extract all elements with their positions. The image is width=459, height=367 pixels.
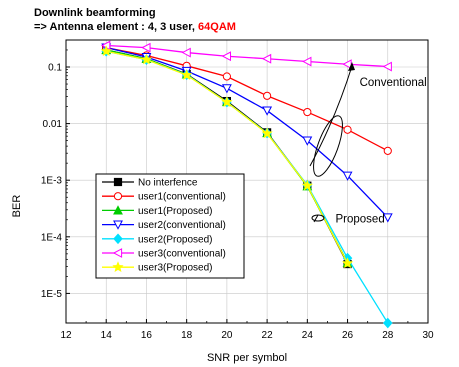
legend-label: user1(Proposed) <box>138 206 212 217</box>
y-axis-label: BER <box>11 195 23 218</box>
data-point <box>141 42 151 53</box>
data-point <box>140 53 153 65</box>
x-tick-label: 18 <box>181 330 193 341</box>
x-tick-label: 22 <box>262 330 274 341</box>
data-point <box>181 47 191 58</box>
annotations: Conventional Proposed <box>309 62 427 225</box>
series-line <box>106 46 389 152</box>
conventional-ellipse <box>313 115 343 177</box>
x-tick-label: 14 <box>101 330 113 341</box>
series-line <box>106 44 388 68</box>
x-tick-label: 28 <box>382 330 394 341</box>
x-tick-label: 30 <box>422 330 434 341</box>
data-point <box>261 53 272 64</box>
data-point <box>221 51 231 62</box>
data-point <box>113 192 123 201</box>
data-point <box>303 107 312 117</box>
x-tick-label: 16 <box>141 330 153 341</box>
legend-item: user2(Proposed) <box>102 233 212 245</box>
series-6 <box>100 45 354 269</box>
data-point <box>113 177 123 187</box>
legend: No interfence user1(conventional) user1(Pr… <box>95 173 245 279</box>
legend-label: user3(Proposed) <box>138 263 212 274</box>
proposed-mark <box>313 214 319 223</box>
axes: 12 14 16 18 20 22 24 26 28 30 0.1 0.01 1E-3 1E-4 1E-5 <box>41 39 434 341</box>
legend-item: No interfence <box>102 178 198 189</box>
x-tick-label: 12 <box>60 330 72 341</box>
legend-label: user2(Proposed) <box>138 234 212 245</box>
legend-item: user1(conventional) <box>102 192 226 203</box>
data-point <box>302 136 313 146</box>
x-tick-label: 24 <box>302 330 314 341</box>
legend-label: user1(conventional) <box>138 192 226 203</box>
y-tick-label: 0.01 <box>43 119 63 130</box>
legend-label: user2(conventional) <box>138 220 226 231</box>
x-tick-label: 20 <box>221 330 233 341</box>
data-point <box>343 125 352 134</box>
series-5 <box>101 40 392 72</box>
data-point <box>383 317 393 329</box>
annotation-proposed: Proposed <box>335 213 384 225</box>
y-tick-label: 0.1 <box>48 63 62 74</box>
legend-item: user2(conventional) <box>102 220 226 231</box>
data-point <box>222 72 231 81</box>
x-tick-label: 26 <box>342 330 354 341</box>
data-point <box>112 261 124 272</box>
y-tick-label: 1E-5 <box>41 289 63 300</box>
x-axis-label: SNR per symbol <box>207 352 287 364</box>
data-point <box>221 84 232 94</box>
y-tick-label: 1E-3 <box>41 176 63 187</box>
y-tick-label: 1E-4 <box>41 232 63 243</box>
conventional-arrow-head <box>348 62 355 71</box>
data-point <box>261 127 273 139</box>
legend-item: user3(Proposed) <box>102 261 212 274</box>
legend-box <box>95 173 245 279</box>
chart-title-highlight: 64QAM <box>198 21 236 33</box>
data-point <box>302 56 312 67</box>
series-line <box>106 46 389 218</box>
data-point <box>113 233 123 245</box>
data-point <box>382 61 392 72</box>
chart-title-line2-prefix: => Antenna element : 4, 3 user, <box>34 21 198 33</box>
data-point <box>341 257 354 269</box>
data-point <box>221 96 233 107</box>
legend-item: user3(conventional) <box>102 248 226 260</box>
annotation-conventional: Conventional <box>360 77 427 89</box>
data-point <box>113 220 123 230</box>
data-point <box>100 45 112 57</box>
plot-frame <box>65 39 429 324</box>
data-point <box>382 213 393 223</box>
data-point <box>181 69 193 80</box>
series-group <box>100 40 393 329</box>
chart-title-line2: => Antenna element : 4, 3 user, 64QAM <box>34 21 236 33</box>
data-point <box>112 248 123 258</box>
legend-label: user3(conventional) <box>138 249 226 260</box>
data-point <box>262 106 273 116</box>
legend-item: user1(Proposed) <box>102 205 212 217</box>
data-point <box>342 171 353 181</box>
data-point <box>383 146 392 155</box>
data-point <box>301 179 313 191</box>
data-point <box>263 91 272 100</box>
conventional-arrow <box>309 65 353 167</box>
data-point <box>113 205 123 215</box>
legend-label: No interfence <box>138 178 198 189</box>
chart-title-line1: Downlink beamforming <box>34 7 156 19</box>
